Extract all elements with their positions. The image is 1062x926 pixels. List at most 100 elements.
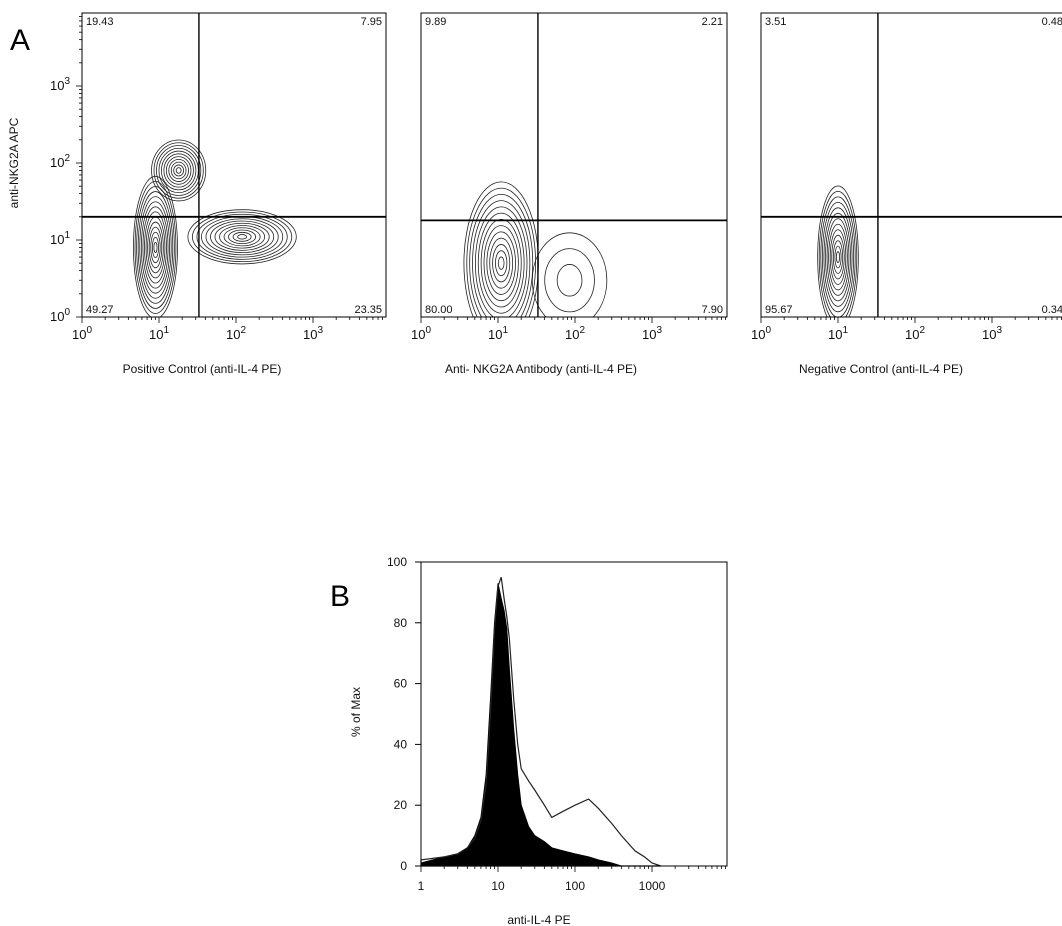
contour-level (820, 196, 856, 317)
x-tick-label: 100 (565, 879, 585, 893)
contour-level (139, 196, 172, 299)
y-tick-label: 20 (394, 798, 408, 812)
quadrant-lower-left: 80.00 (425, 304, 453, 316)
x-tick-label: 101 (488, 325, 508, 342)
contour-level (828, 223, 848, 291)
contour-plot-3: 3.51 0.48 95.67 0.34 100 101 102 103 Negative Co… (751, 12, 1062, 376)
contour-level (161, 150, 197, 191)
contour-level (544, 248, 595, 313)
x-axis-label: Anti- NKG2A Antibody (anti-IL-4 PE) (445, 362, 637, 376)
x-tick-label: 102 (226, 325, 246, 342)
x-tick-label: 10 (491, 879, 505, 893)
histogram-filled-series (420, 583, 622, 867)
contour-level (165, 156, 192, 185)
panel-label-b: B (330, 580, 351, 613)
quadrant-upper-left: 19.43 (86, 16, 114, 28)
contour-level (497, 256, 505, 270)
contour-level (237, 234, 248, 240)
histogram-plot: 0 20 40 60 80 100 1 10 100 1000 anti-IL-4 PE % of M… (349, 555, 728, 926)
contour-level (483, 225, 519, 302)
contour-level (136, 186, 175, 309)
x-axis-label: anti-IL-4 PE (507, 913, 570, 926)
contour-level (826, 218, 850, 296)
x-tick-label: 103 (303, 325, 323, 342)
contour-level (477, 212, 525, 314)
contour-level (137, 191, 174, 304)
contour-level (150, 231, 161, 264)
contour-level (818, 191, 858, 317)
y-axis-label: anti-NKG2A APC (7, 117, 21, 208)
x-tick-label: 1000 (639, 879, 666, 893)
contour-level (147, 221, 164, 274)
contour-level (210, 220, 275, 254)
x-tick-label: 103 (642, 325, 662, 342)
contour-level (175, 167, 182, 174)
y-axis-label: % of Max (349, 687, 363, 737)
contour-level (836, 251, 840, 263)
contour-level (148, 226, 163, 269)
contour-lines (133, 139, 297, 317)
contour-level (201, 216, 284, 258)
y-tick-label: 102 (50, 153, 70, 170)
contour-level (156, 145, 202, 196)
plot-frame (420, 12, 728, 318)
quadrant-lower-right: 7.90 (702, 304, 723, 316)
contour-level (495, 250, 508, 277)
contour-level (153, 142, 204, 199)
contour-level (821, 201, 855, 313)
contour-level (133, 175, 178, 317)
y-tick-label: 101 (50, 230, 70, 247)
contour-level (829, 229, 847, 285)
x-axis-label: Negative Control (anti-IL-4 PE) (799, 362, 963, 376)
x-tick-label: 101 (149, 325, 169, 342)
y-tick-label: 60 (394, 677, 408, 691)
contour-level (142, 206, 169, 289)
contour-level (834, 245, 842, 269)
y-tick-label: 103 (50, 76, 70, 93)
contour-level (492, 244, 511, 283)
contour-level (153, 241, 158, 253)
quadrant-lower-left: 49.27 (86, 304, 114, 316)
quadrant-upper-right: 7.95 (361, 16, 382, 28)
y-tick-label: 40 (394, 737, 408, 751)
quadrant-lower-left: 95.67 (765, 304, 793, 316)
panel-label-a: A (10, 24, 31, 57)
contour-level (151, 139, 207, 202)
contour-level (825, 212, 851, 302)
histogram-frame (420, 561, 728, 867)
contour-level (489, 237, 514, 289)
contour-level (134, 180, 177, 314)
contour-level (469, 193, 534, 317)
plot-frame (81, 12, 387, 318)
contour-plot-1: 19.43 7.95 49.27 23.35 100 101 102 103 Positive … (7, 12, 387, 376)
quadrant-upper-right: 2.21 (702, 16, 723, 28)
x-tick-label: 1 (418, 879, 425, 893)
contour-level (144, 211, 167, 284)
quadrant-upper-left: 3.51 (765, 16, 786, 28)
histogram-outline-series (420, 577, 661, 867)
contour-level (223, 227, 261, 247)
contour-lines (817, 185, 859, 317)
x-axis-label: Positive Control (anti-IL-4 PE) (123, 362, 282, 376)
y-tick-label: 0 (400, 859, 407, 873)
contour-level (228, 229, 257, 244)
x-tick-label: 100 (72, 325, 92, 342)
contour-level (170, 161, 187, 180)
contour-level (472, 200, 531, 317)
x-tick-label: 101 (828, 325, 848, 342)
contour-level (474, 206, 528, 317)
y-tick-label: 80 (394, 616, 408, 630)
quadrant-lower-right: 0.34 (1042, 304, 1062, 316)
contour-level (173, 164, 184, 177)
x-tick-label: 102 (565, 325, 585, 342)
contour-level (151, 236, 160, 259)
x-tick-label: 103 (982, 325, 1002, 342)
contour-lines (463, 181, 608, 317)
contour-level (232, 231, 252, 242)
x-tick-label: 100 (751, 325, 771, 342)
contour-level (466, 187, 536, 317)
contour-level (214, 222, 270, 251)
contour-level (158, 147, 199, 194)
contour-plot-2: 9.89 2.21 80.00 7.90 100 101 102 103 Anti- NKG2A… (411, 12, 728, 376)
